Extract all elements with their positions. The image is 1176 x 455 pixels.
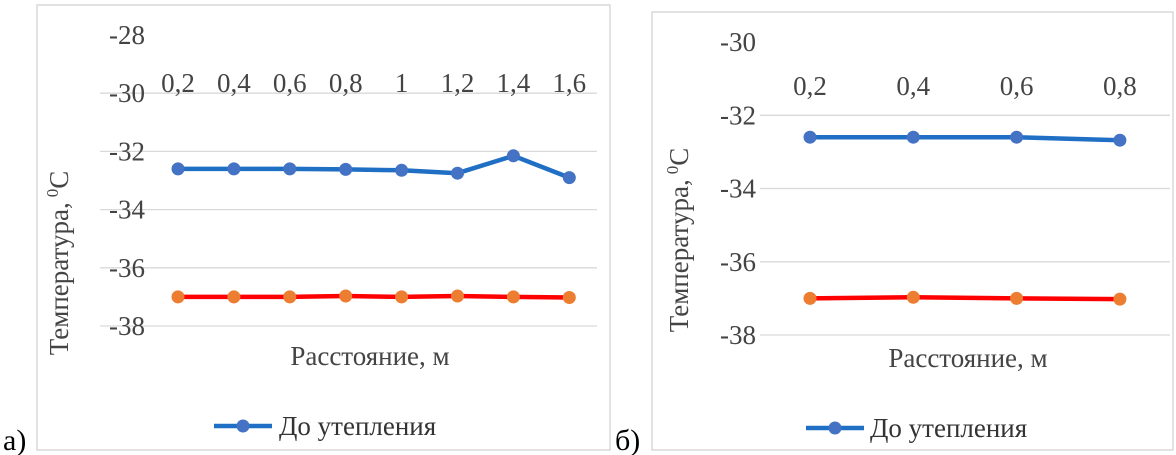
chart-b-series-1-point: [1010, 130, 1024, 144]
chart-b-series-1-point: [803, 130, 817, 144]
chart-a-series-1-point: [395, 163, 409, 177]
chart-b-series-1-line: [810, 134, 1120, 143]
chart-a-y-axis-title-main: Температура,: [44, 202, 74, 355]
chart-a-y-axis-title-sup: 0: [43, 189, 62, 198]
chart-a-x-tick-label: 0,8: [329, 68, 363, 98]
panel-a-label: а): [3, 424, 26, 455]
chart-b-frame: [651, 11, 1174, 451]
chart-a-y-ticks: -28 -30 -32 -34 -36 -38: [109, 20, 145, 341]
chart-a-x-axis-title: Расстояние, м: [290, 341, 449, 371]
chart-a-y-axis-title: Температура, 0С: [43, 171, 74, 355]
chart-b-series: [803, 130, 1127, 306]
chart-b-y-tick-label: -38: [720, 320, 756, 350]
chart-a-series-2-point: [562, 291, 576, 304]
chart-a-y-axis-title-unit: С: [44, 171, 74, 189]
chart-b-legend: До утепления: [806, 413, 1027, 443]
chart-a-series-2-point: [227, 290, 241, 304]
chart-a-x-tick-label: 1,6: [552, 68, 586, 98]
chart-a-x-tick-label: 0,6: [273, 68, 307, 98]
chart-a-series-2-point: [395, 290, 409, 304]
chart-a-series-2-point: [506, 290, 520, 304]
chart-a-x-tick-label: 0,2: [161, 68, 195, 98]
chart-b-gridlines: [760, 114, 1170, 336]
chart-b-x-tick-label: 0,4: [896, 71, 930, 101]
chart-b-y-tick-label: -32: [720, 100, 756, 130]
chart-b-series-2-point: [1113, 292, 1127, 306]
chart-b-y-tick-label: -34: [720, 174, 756, 204]
chart-a-series-1-line: [178, 153, 571, 180]
chart-b-y-axis-title-main: Температура,: [664, 179, 694, 332]
chart-b-series-2-line: [809, 295, 1120, 302]
panel-b-label: б): [615, 424, 640, 455]
chart-a-series: [171, 149, 576, 304]
chart-b-x-tick-label: 0,6: [1000, 71, 1034, 101]
chart-a-x-tick-label: 1,4: [497, 68, 531, 98]
chart-b-y-axis-title-sup: 0: [663, 166, 682, 175]
chart-b-y-ticks: -30 -32 -34 -36 -38: [720, 27, 756, 350]
chart-a-x-tick-label: 1,2: [441, 68, 475, 98]
chart-b-x-ticks: 0,2 0,4 0,6 0,8: [793, 71, 1137, 101]
chart-a-series-1-point: [171, 162, 185, 176]
chart-b-x-axis-title: Расстояние, м: [888, 343, 1047, 373]
chart-a-y-tick-label: -28: [109, 20, 145, 50]
chart-b-y-axis-title: Температура, 0С: [663, 148, 694, 332]
chart-a-series-1-point: [451, 166, 464, 180]
chart-a-y-tick-label: -34: [109, 195, 145, 225]
chart-a-series-1-point: [562, 171, 576, 185]
chart-a-legend-swatch-marker: [236, 419, 250, 433]
chart-a-y-tick-label: -30: [109, 78, 145, 108]
chart-b-series-2-point: [803, 291, 817, 305]
chart-a-x-tick-label: 1: [395, 68, 409, 98]
chart-a-legend: До утепления: [214, 411, 436, 441]
chart-a-series-1-point: [339, 162, 353, 176]
chart-b-series-2-point: [906, 290, 920, 304]
chart-a-series-1-point: [283, 162, 297, 176]
chart-b-x-tick-label: 0,2: [793, 71, 827, 101]
chart-b-y-tick-label: -36: [720, 247, 756, 277]
chart-a-series-1-point: [227, 162, 241, 176]
chart-a-series-2-line: [178, 293, 570, 300]
chart-b-series-1-point: [1113, 133, 1127, 147]
chart-b-legend-swatch-marker: [828, 421, 842, 435]
chart-a-x-ticks: 0,2 0,4 0,6 0,8 1 1,2 1,4 1,6: [161, 68, 586, 98]
chart-a-series-1-point: [506, 149, 520, 163]
chart-a-series-2-point: [171, 290, 185, 304]
chart-b-series-2-point: [1010, 291, 1024, 305]
chart-b-y-axis-title-unit: С: [664, 148, 694, 166]
chart-a-legend-label: До утепления: [279, 411, 436, 441]
chart-a-series-2-point: [283, 290, 297, 304]
chart-b-legend-label: До утепления: [870, 413, 1027, 443]
chart-a-x-tick-label: 0,4: [217, 68, 251, 98]
chart-a-y-tick-label: -36: [109, 253, 145, 283]
chart-b-y-tick-label: -30: [720, 27, 756, 57]
chart-a-series-2-point: [339, 289, 353, 303]
chart-a-y-tick-label: -32: [109, 136, 145, 166]
chart-a-series-2-point: [451, 289, 464, 303]
chart-a-y-tick-label: -38: [109, 311, 145, 341]
chart-b-x-tick-label: 0,8: [1103, 71, 1137, 101]
chart-a-frame: [36, 4, 611, 451]
chart-b-series-1-point: [906, 130, 920, 144]
